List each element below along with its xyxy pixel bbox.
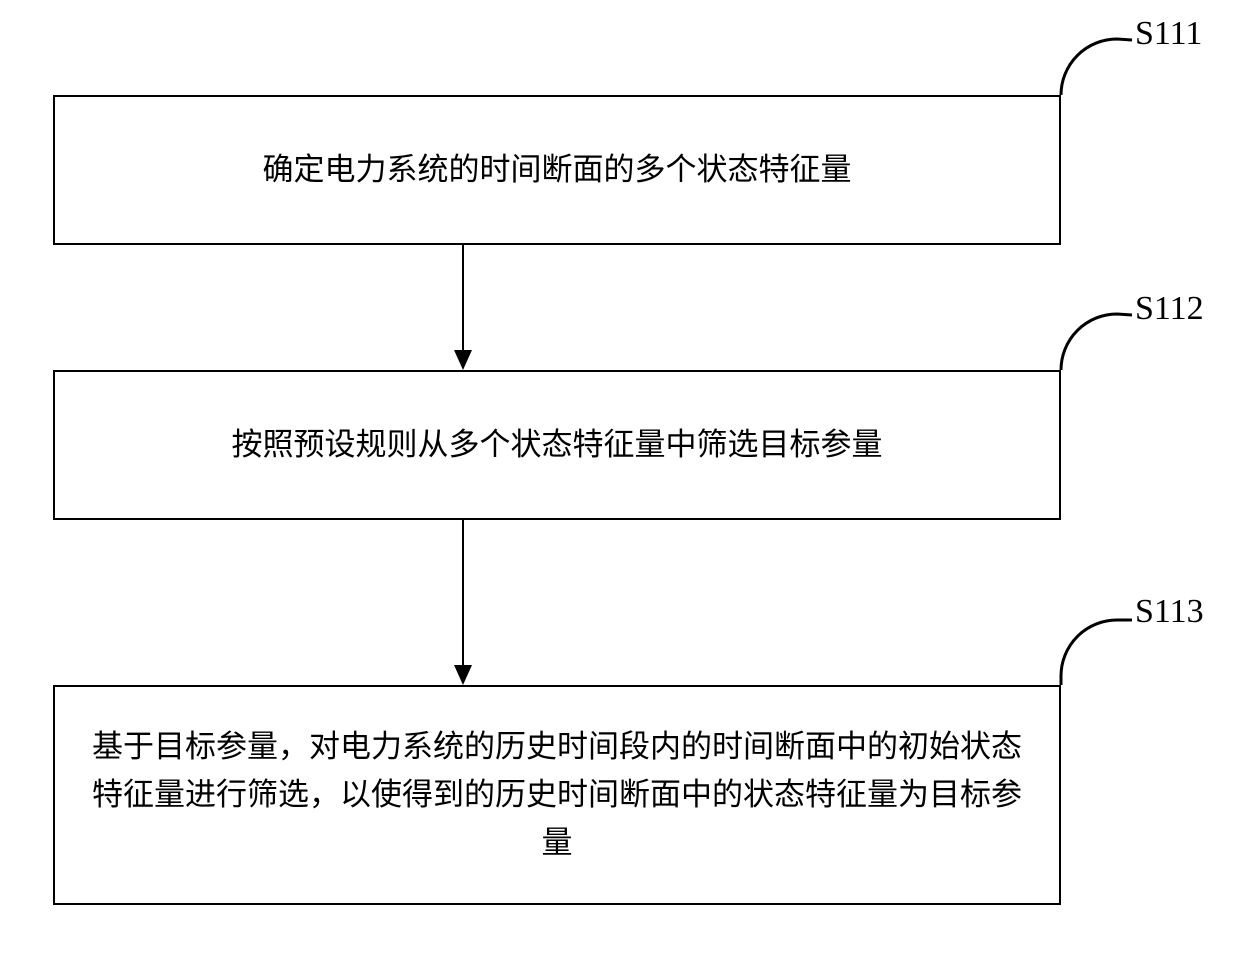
flow-step-s113: 基于目标参量，对电力系统的历史时间段内的时间断面中的初始状态特征量进行筛选，以使… bbox=[53, 685, 1061, 905]
flow-step-text: 基于目标参量，对电力系统的历史时间段内的时间断面中的初始状态特征量进行筛选，以使… bbox=[85, 723, 1029, 867]
step-label-s112: S112 bbox=[1135, 290, 1204, 328]
flow-step-text: 确定电力系统的时间断面的多个状态特征量 bbox=[263, 146, 852, 194]
flow-step-text: 按照预设规则从多个状态特征量中筛选目标参量 bbox=[232, 421, 883, 469]
flow-step-s111: 确定电力系统的时间断面的多个状态特征量 bbox=[53, 95, 1061, 245]
flow-step-s112: 按照预设规则从多个状态特征量中筛选目标参量 bbox=[53, 370, 1061, 520]
step-label-s111: S111 bbox=[1135, 15, 1202, 53]
flowchart-canvas: 确定电力系统的时间断面的多个状态特征量 S111 按照预设规则从多个状态特征量中筛选… bbox=[0, 0, 1240, 958]
step-label-s113: S113 bbox=[1135, 593, 1204, 631]
flow-arrow bbox=[445, 520, 481, 685]
callout-connector bbox=[1056, 615, 1137, 690]
flow-arrow bbox=[445, 245, 481, 370]
callout-connector bbox=[1056, 310, 1137, 375]
callout-connector bbox=[1056, 35, 1137, 100]
